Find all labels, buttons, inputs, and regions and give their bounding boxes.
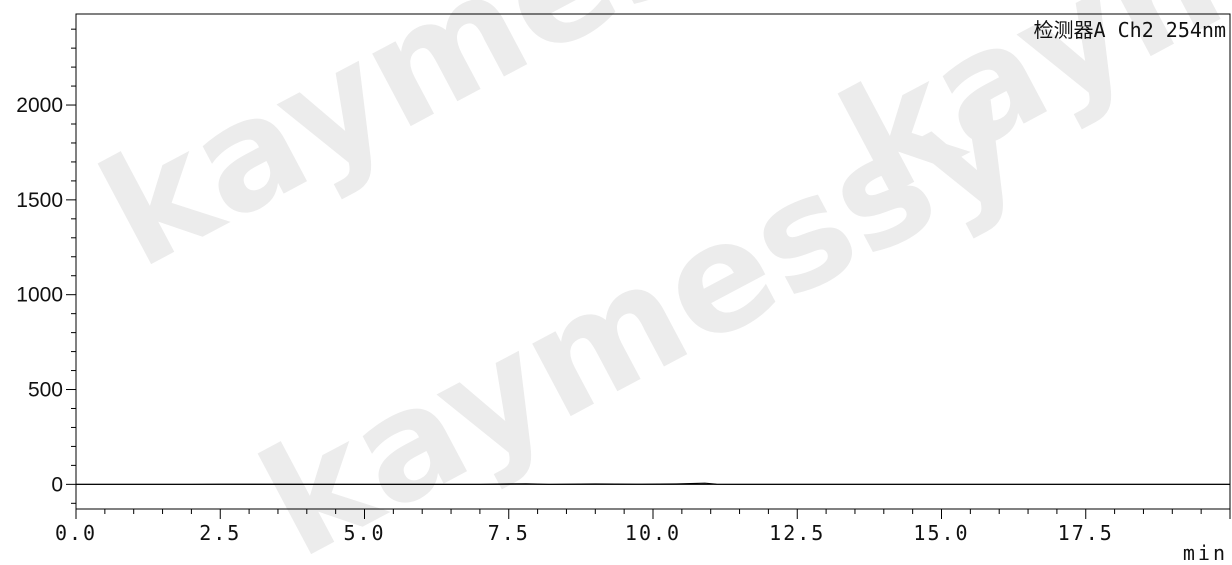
x-tick-label: 15.0 — [913, 521, 969, 545]
x-axis: 0.0 2.5 5.0 7.5 10.0 12.5 15.0 17.5 — [55, 509, 1231, 545]
detector-label: 检测器A Ch2 254nm — [1034, 18, 1226, 42]
x-tick-label: 10.0 — [625, 521, 681, 545]
x-tick-label: 0.0 — [55, 521, 97, 545]
x-tick-label: 5.0 — [343, 521, 385, 545]
watermark: kaymessy kaymessy kaymessy — [75, 0, 1232, 565]
x-tick-label: 7.5 — [488, 521, 530, 545]
y-tick-label: 1500 — [16, 189, 63, 212]
y-tick-label: 0 — [51, 473, 63, 496]
chromatogram-trace — [76, 482, 1230, 485]
x-tick-label: 12.5 — [769, 521, 825, 545]
y-tick-label: 2000 — [16, 94, 63, 117]
x-tick-label: 17.5 — [1058, 521, 1114, 545]
y-axis: 0 500 1000 1500 2000 — [16, 28, 76, 504]
y-tick-label: 500 — [28, 379, 63, 402]
y-tick-label: 1000 — [16, 284, 63, 307]
x-axis-unit-label: min — [1183, 541, 1228, 565]
x-tick-label: 2.5 — [199, 521, 241, 545]
